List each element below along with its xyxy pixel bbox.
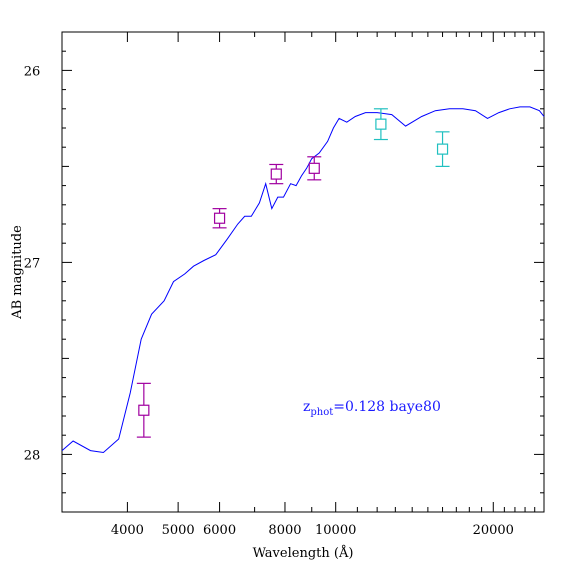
y-tick-label: 28 [24, 448, 41, 463]
photometry-points [137, 109, 450, 437]
x-axis-label: Wavelength (Å) [253, 545, 354, 561]
x-tick-label: 20000 [473, 523, 514, 538]
annotation-z: z [303, 399, 310, 415]
photometry-point [269, 164, 283, 183]
x-tick-label: 5000 [162, 523, 195, 538]
point-marker [438, 144, 448, 154]
x-tick-label: 4000 [111, 523, 144, 538]
x-tick-label: 10000 [315, 523, 356, 538]
photometry-point [307, 157, 321, 180]
point-marker [139, 405, 149, 415]
plot-frame [62, 32, 544, 512]
y-tick-label: 27 [24, 256, 41, 271]
photometry-point [436, 132, 450, 167]
x-axis-ticks: 4000 5000 6000 8000 10000 20000 [62, 32, 544, 538]
point-marker [271, 169, 281, 179]
point-marker [376, 119, 386, 129]
x-tick-label: 8000 [268, 523, 301, 538]
y-axis-ticks: 26 27 28 [24, 32, 544, 512]
annotation-subscript: phot [310, 407, 333, 418]
annotation-value: =0.128 baye80 [333, 399, 441, 415]
photo-z-annotation: zphot=0.128 baye80 [303, 399, 441, 418]
y-tick-label: 26 [24, 64, 41, 79]
x-tick-label: 6000 [203, 523, 236, 538]
point-marker [215, 213, 225, 223]
photometry-point [213, 209, 227, 228]
y-axis-label: AB magnitude [10, 225, 25, 320]
photometry-point [137, 383, 151, 437]
point-marker [309, 163, 319, 173]
